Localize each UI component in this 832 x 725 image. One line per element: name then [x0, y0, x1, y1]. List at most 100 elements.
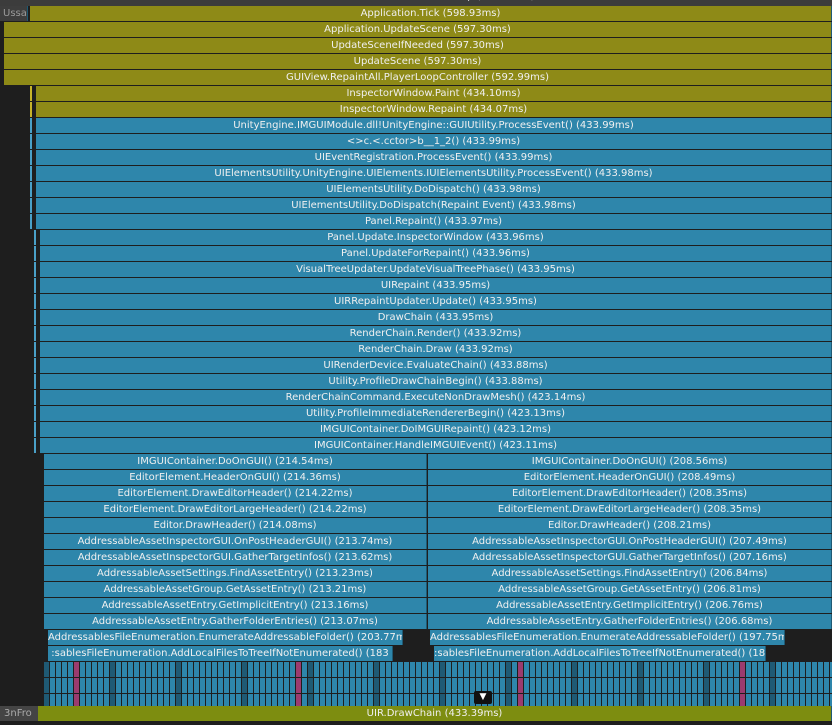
flame-row-2[interactable]: UpdateSceneIfNeeded (597.30ms) [4, 38, 832, 53]
tiny-call-block [458, 662, 463, 677]
tiny-call-block [146, 662, 151, 677]
tiny-call-block [356, 678, 361, 693]
tiny-call-block [368, 678, 373, 693]
flame-row-3[interactable]: UpdateScene (597.30ms) [4, 54, 832, 69]
tiny-call-block [770, 678, 775, 693]
flame-row-14[interactable]: Panel.Update.InspectorWindow (433.96ms) [40, 230, 832, 245]
tiny-call-block [710, 694, 715, 709]
flame-row-left-0[interactable]: IMGUIContainer.DoOnGUI() (214.54ms) [44, 454, 427, 469]
flame-row-left-11[interactable]: AddressablesFileEnumeration.EnumerateAdd… [48, 630, 403, 645]
tiny-call-block [524, 678, 529, 693]
flame-row-right-5[interactable]: AddressableAssetInspectorGUI.OnPostHeade… [428, 534, 832, 549]
flame-row-left-1[interactable]: EditorElement.HeaderOnGUI() (214.36ms) [44, 470, 427, 485]
stack-sliver [30, 182, 32, 197]
tiny-call-block [788, 694, 793, 709]
stack-sliver [30, 150, 32, 165]
flame-row-21[interactable]: RenderChain.Draw (433.92ms) [40, 342, 832, 357]
tiny-call-block [182, 694, 187, 709]
tiny-call-block [494, 678, 499, 693]
flame-row-13[interactable]: Panel.Repaint() (433.97ms) [36, 214, 832, 229]
tiny-call-block [500, 678, 505, 693]
flame-row-right-0[interactable]: IMGUIContainer.DoOnGUI() (208.56ms) [428, 454, 832, 469]
flame-row-right-3[interactable]: EditorElement.DrawEditorLargeHeader() (2… [428, 502, 832, 517]
flame-row-12[interactable]: UIElementsUtility.DoDispatch(Repaint Eve… [36, 198, 832, 213]
tiny-call-block [482, 662, 487, 677]
flame-row-24[interactable]: RenderChainCommand.ExecuteNonDrawMesh() … [40, 390, 832, 405]
flame-row-1[interactable]: Application.UpdateScene (597.30ms) [4, 22, 832, 37]
tiny-call-block [800, 678, 805, 693]
flame-row-right-12[interactable]: :sablesFileEnumeration.AddLocalFilesToTr… [434, 646, 766, 661]
tiny-call-block [266, 678, 271, 693]
tiny-call-block [482, 678, 487, 693]
flame-row-6[interactable]: InspectorWindow.Repaint (434.07ms) [36, 102, 832, 117]
tiny-call-block [734, 662, 739, 677]
flame-row-17[interactable]: UIRepaint (433.95ms) [40, 278, 832, 293]
flame-row-left-12[interactable]: :sablesFileEnumeration.AddLocalFilesToTr… [48, 646, 393, 661]
flame-row-right-6[interactable]: AddressableAssetInspectorGUI.GatherTarge… [428, 550, 832, 565]
tiny-call-block [728, 694, 733, 709]
flame-row-25[interactable]: Utility.ProfileImmediateRendererBegin() … [40, 406, 832, 421]
tiny-call-block [98, 662, 103, 677]
tiny-call-block [212, 662, 217, 677]
flame-row-right-8[interactable]: AddressableAssetGroup.GetAssetEntry() (2… [428, 582, 832, 597]
flame-row-left-6[interactable]: AddressableAssetInspectorGUI.GatherTarge… [44, 550, 427, 565]
flame-row-7[interactable]: UnityEngine.IMGUIModule.dll!UnityEngine:… [36, 118, 832, 133]
flame-row-left-5[interactable]: AddressableAssetInspectorGUI.OnPostHeade… [44, 534, 427, 549]
flame-row-right-2[interactable]: EditorElement.DrawEditorHeader() (208.35… [428, 486, 832, 501]
tiny-call-block [176, 662, 181, 677]
flame-row-27[interactable]: IMGUIContainer.HandleIMGUIEvent() (423.1… [40, 438, 832, 453]
flame-row-right-11[interactable]: AddressablesFileEnumeration.EnumerateAdd… [430, 630, 785, 645]
uir-drawchain-bar[interactable]: UIR.DrawChain (433.39ms) [38, 706, 832, 721]
triangle-down-icon[interactable]: ▼ [474, 691, 492, 704]
flame-row-right-9[interactable]: AddressableAssetEntry.GetImplicitEntry()… [428, 598, 832, 613]
tiny-call-block [416, 694, 421, 709]
tiny-call-block [86, 694, 91, 709]
tiny-call-block [632, 678, 637, 693]
flame-row-8[interactable]: <>c.<.cctor>b__1_2() (433.99ms) [36, 134, 832, 149]
flame-row-5[interactable]: InspectorWindow.Paint (434.10ms) [36, 86, 832, 101]
flame-row-26[interactable]: IMGUIContainer.DoIMGUIRepaint() (423.12m… [40, 422, 832, 437]
left-bottom-tag: 3nFro [0, 706, 38, 721]
flame-row-right-1[interactable]: EditorElement.HeaderOnGUI() (208.49ms) [428, 470, 832, 485]
flame-row-right-10[interactable]: AddressableAssetEntry.GatherFolderEntrie… [428, 614, 832, 629]
flame-row-20[interactable]: RenderChain.Render() (433.92ms) [40, 326, 832, 341]
flame-row-10[interactable]: UIElementsUtility.UnityEngine.UIElements… [36, 166, 832, 181]
flame-row-right-7[interactable]: AddressableAssetSettings.FindAssetEntry(… [428, 566, 832, 581]
tiny-call-block [392, 694, 397, 709]
flame-row-16[interactable]: VisualTreeUpdater.UpdateVisualTreePhase(… [40, 262, 832, 277]
tiny-call-block [560, 694, 565, 709]
tiny-call-block [296, 678, 301, 693]
flame-row-right-4[interactable]: Editor.DrawHeader() (208.21ms) [428, 518, 832, 533]
flame-row-4[interactable]: GUIView.RepaintAll.PlayerLoopController … [4, 70, 832, 85]
flame-row-0[interactable]: Application.Tick (598.93ms) [30, 6, 832, 21]
tiny-call-block [410, 694, 415, 709]
flame-row-22[interactable]: UIRenderDevice.EvaluateChain() (433.88ms… [40, 358, 832, 373]
tiny-call-block [470, 694, 475, 709]
flame-row-left-9[interactable]: AddressableAssetEntry.GetImplicitEntry()… [44, 598, 427, 613]
flame-row-left-10[interactable]: AddressableAssetEntry.GatherFolderEntrie… [44, 614, 427, 629]
flame-row-left-8[interactable]: AddressableAssetGroup.GetAssetEntry() (2… [44, 582, 427, 597]
flame-row-left-2[interactable]: EditorElement.DrawEditorHeader() (214.22… [44, 486, 427, 501]
flame-row-11[interactable]: UIElementsUtility.DoDispatch() (433.98ms… [36, 182, 832, 197]
tiny-call-block [704, 662, 709, 677]
tiny-call-block [56, 678, 61, 693]
tiny-call-block [674, 662, 679, 677]
flame-row-left-4[interactable]: Editor.DrawHeader() (214.08ms) [44, 518, 427, 533]
flame-row-19[interactable]: DrawChain (433.95ms) [40, 310, 832, 325]
tiny-call-block [104, 678, 109, 693]
flame-row-23[interactable]: Utility.ProfileDrawChainBegin() (433.88m… [40, 374, 832, 389]
tiny-call-block [212, 694, 217, 709]
tiny-call-block [350, 678, 355, 693]
flame-row-left-3[interactable]: EditorElement.DrawEditorLargeHeader() (2… [44, 502, 427, 517]
tiny-call-block [758, 678, 763, 693]
tiny-call-block [650, 694, 655, 709]
tiny-call-block [806, 662, 811, 677]
flame-row-18[interactable]: UIRRepaintUpdater.Update() (433.95ms) [40, 294, 832, 309]
flame-row-left-7[interactable]: AddressableAssetSettings.FindAssetEntry(… [44, 566, 427, 581]
tiny-call-block [668, 662, 673, 677]
tiny-call-block [662, 662, 667, 677]
flame-row-15[interactable]: Panel.UpdateForRepaint() (433.96ms) [40, 246, 832, 261]
tiny-call-block [224, 662, 229, 677]
flame-row-9[interactable]: UIEventRegistration.ProcessEvent() (433.… [36, 150, 832, 165]
